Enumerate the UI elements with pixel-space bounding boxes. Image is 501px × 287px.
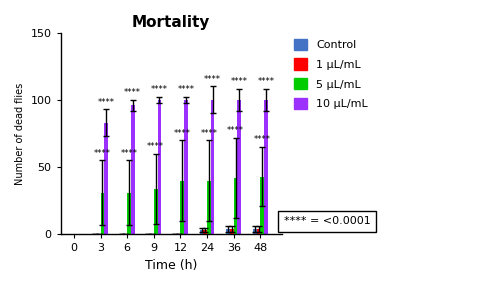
Bar [210,100,214,234]
Text: ****: **** [173,129,190,137]
Text: **** = <0.0001: **** = <0.0001 [284,216,370,226]
X-axis label: Time (h): Time (h) [145,259,197,272]
Bar [157,100,161,234]
Title: Mortality: Mortality [132,15,210,30]
Text: ****: **** [150,86,167,94]
Bar [199,230,203,234]
Bar [256,229,260,234]
Bar [180,181,184,234]
Text: ****: **** [204,75,220,84]
Bar [233,178,237,234]
Bar [253,229,256,234]
Text: ****: **** [200,129,217,137]
Text: ****: **** [97,98,114,106]
Text: ****: **** [230,77,247,86]
Text: ****: **** [226,126,243,135]
Bar [203,230,207,234]
Text: ****: **** [124,88,141,97]
Bar [131,105,134,234]
Bar [237,100,240,234]
Y-axis label: Number of dead flies: Number of dead flies [15,82,25,185]
Text: ****: **** [120,149,137,158]
Bar [184,100,187,234]
Text: ****: **** [147,142,164,151]
Legend: Control, 1 μL/mL, 5 μL/mL, 10 μL/mL: Control, 1 μL/mL, 5 μL/mL, 10 μL/mL [289,34,372,114]
Bar [104,123,108,234]
Text: ****: **** [177,86,194,94]
Bar [207,181,210,234]
Bar [100,193,104,234]
Bar [229,229,233,234]
Bar [153,189,157,234]
Text: ****: **** [253,135,270,144]
Bar [260,177,264,234]
Text: ****: **** [94,149,111,158]
Text: ****: **** [257,77,274,86]
Bar [264,100,267,234]
Bar [226,229,229,234]
Bar [127,193,131,234]
